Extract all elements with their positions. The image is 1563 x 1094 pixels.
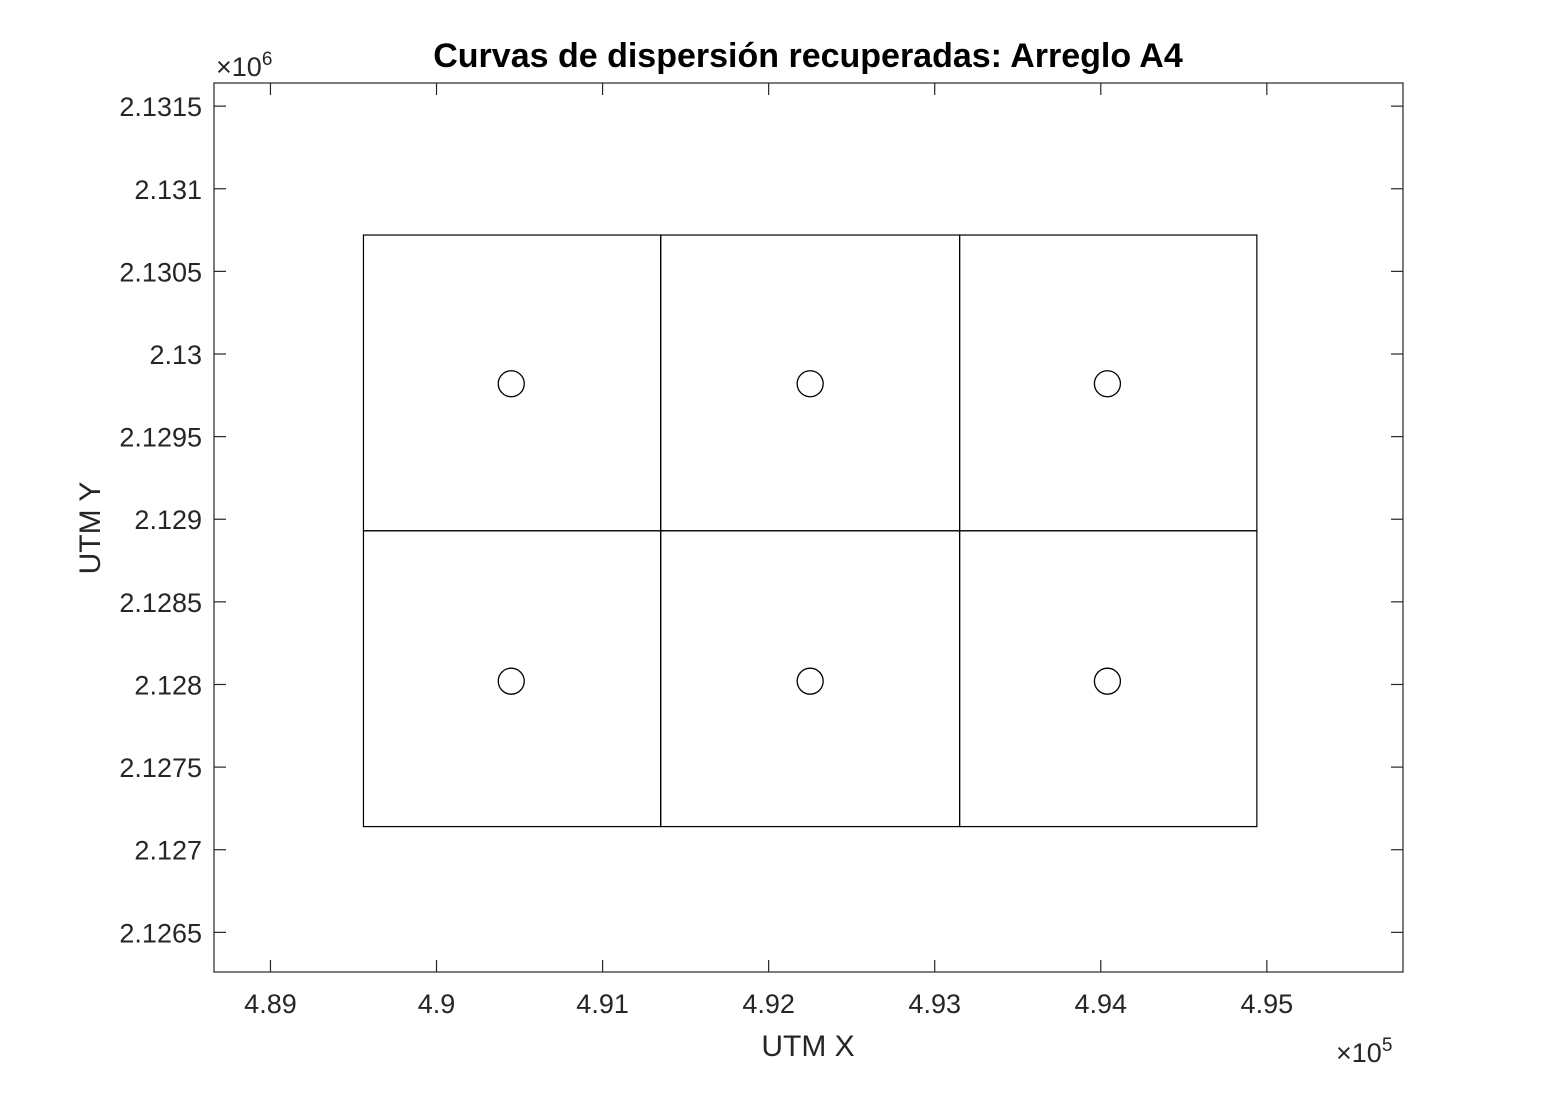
data-point bbox=[1093, 370, 1122, 398]
grid-cells bbox=[362, 234, 1258, 828]
data-point bbox=[1093, 667, 1122, 695]
data-point bbox=[796, 370, 824, 398]
data-point bbox=[796, 667, 824, 695]
data-point bbox=[497, 370, 525, 398]
y-tick-label: 2.13 bbox=[149, 340, 202, 370]
y-tick-label: 2.128 bbox=[134, 670, 202, 700]
data-point bbox=[497, 667, 525, 695]
chart-title: Curvas de dispersión recuperadas: Arregl… bbox=[433, 37, 1183, 75]
plot-area bbox=[213, 82, 1404, 973]
grid-cell bbox=[959, 234, 1258, 532]
y-tick-label: 2.129 bbox=[134, 505, 202, 535]
y-tick-label: 2.1305 bbox=[119, 257, 202, 287]
y-tick-label: 2.1275 bbox=[119, 753, 202, 783]
x-tick-label: 4.91 bbox=[576, 989, 629, 1019]
y-tick-label: 2.127 bbox=[134, 836, 202, 866]
y-axis-label: UTM Y bbox=[74, 482, 107, 575]
y-tick-label: 2.1285 bbox=[119, 588, 202, 618]
x-tick-label: 4.92 bbox=[742, 989, 795, 1019]
y-exponent: ×106 bbox=[216, 49, 272, 82]
x-tick-label: 4.89 bbox=[244, 989, 297, 1019]
x-tick-label: 4.9 bbox=[418, 989, 456, 1019]
y-tick-label: 2.131 bbox=[134, 175, 202, 205]
ticks: 4.89 4.9 4.91 4.92 4.93 4.94 4.95 2.1265 2.127 2.… bbox=[119, 83, 1403, 1019]
y-tick-label: 2.1315 bbox=[119, 92, 202, 122]
x-tick-label: 4.94 bbox=[1074, 989, 1127, 1019]
y-tick-label: 2.1295 bbox=[119, 423, 202, 453]
x-exponent: ×105 bbox=[1336, 1035, 1392, 1068]
x-axis-label: UTM X bbox=[761, 1030, 854, 1063]
data-points bbox=[497, 370, 1122, 695]
x-tick-label: 4.93 bbox=[908, 989, 961, 1019]
x-tick-label: 4.95 bbox=[1241, 989, 1294, 1019]
y-tick-label: 2.1265 bbox=[119, 918, 202, 948]
